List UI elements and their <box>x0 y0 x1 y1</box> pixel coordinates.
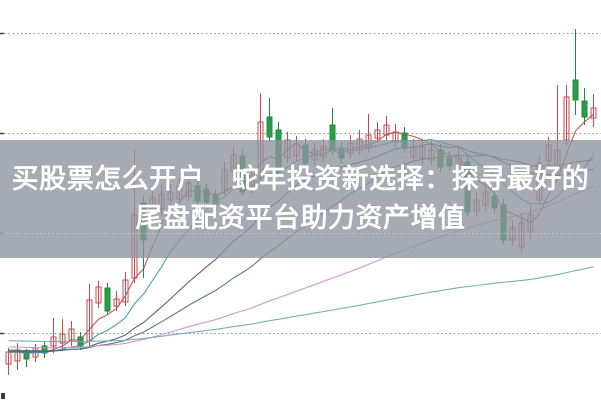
candle-body <box>59 333 66 344</box>
candle-body <box>590 107 597 119</box>
candle-body <box>266 116 273 138</box>
headline-line-1: 买股票怎么开户 蛇年投资新选择：探寻最好的 <box>11 164 590 194</box>
candle-body <box>113 298 120 307</box>
ma-line-120 <box>8 266 594 343</box>
candle-body <box>572 79 579 101</box>
candle-body <box>581 100 588 118</box>
candle-body <box>95 286 102 304</box>
candle-body <box>374 129 381 139</box>
candle-body <box>104 287 111 312</box>
corner-artifact <box>1 393 5 399</box>
headline-overlay-band: 买股票怎么开户 蛇年投资新选择：探寻最好的 尾盘配资平台助力资产增值 <box>0 140 601 258</box>
gridline-through-band <box>0 233 601 234</box>
headline-line-2: 尾盘配资平台助力资产增值 <box>135 203 466 233</box>
